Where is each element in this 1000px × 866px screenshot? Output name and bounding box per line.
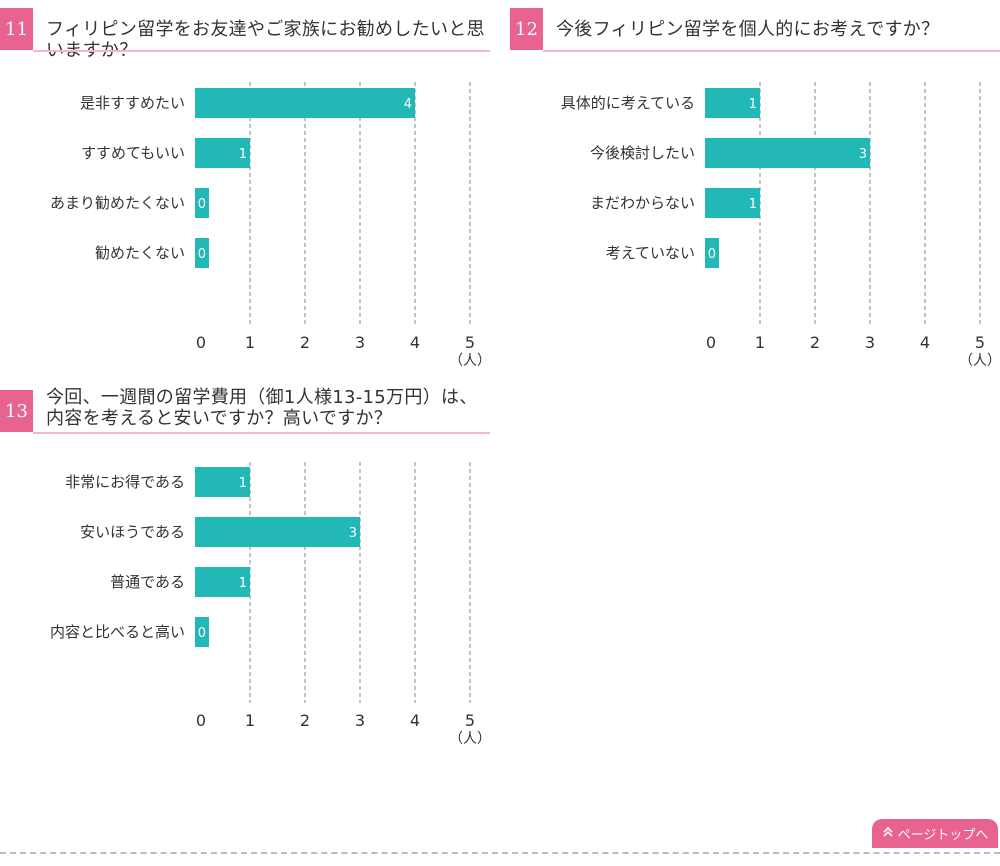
category-label: 是非すすめたい (80, 94, 185, 112)
bar (195, 517, 360, 547)
x-tick-label: 5 (465, 711, 475, 730)
x-tick-label: 4 (410, 711, 420, 730)
bar (195, 238, 209, 268)
bar-value-label: 0 (198, 197, 206, 212)
bar-value-label: 1 (749, 97, 757, 112)
x-tick-label: 3 (865, 333, 875, 352)
bar-value-label: 3 (859, 147, 867, 162)
bar (705, 138, 870, 168)
bar-value-label: 3 (349, 526, 357, 541)
category-label: 具体的に考えている (561, 94, 695, 112)
x-tick-label: 4 (920, 333, 930, 352)
page-top-button[interactable]: ページトップへ (872, 819, 998, 848)
bar-value-label: 1 (239, 476, 247, 491)
bar-value-label: 0 (198, 626, 206, 641)
question-number: 11 (0, 8, 33, 50)
category-label: 安いほうである (80, 523, 185, 541)
bar-value-label: 0 (708, 247, 716, 262)
category-label: 非常にお得である (65, 473, 185, 491)
x-tick-label: 5 (975, 333, 985, 352)
bar (195, 188, 209, 218)
header-rule (33, 50, 490, 52)
category-label: まだわからない (590, 194, 695, 212)
x-tick-label: 0 (196, 333, 206, 352)
x-tick-label: 2 (300, 333, 310, 352)
bar-value-label: 0 (198, 247, 206, 262)
question-title: 今後フィリピン留学を個人的にお考えですか？ (556, 19, 940, 40)
bar (705, 238, 719, 268)
category-label: 今後検討したい (590, 144, 695, 162)
bar-value-label: 4 (404, 97, 412, 112)
category-label: 勧めたくない (95, 244, 185, 262)
bar-value-label: 1 (239, 576, 247, 591)
x-tick-label: 4 (410, 333, 420, 352)
bar (195, 617, 209, 647)
category-label: 内容と比べると高い (50, 623, 185, 641)
x-tick-label: 3 (355, 333, 365, 352)
bar (705, 188, 760, 218)
bar (705, 88, 760, 118)
bar-value-label: 1 (749, 197, 757, 212)
double-chevron-up-icon (882, 826, 894, 842)
question-title: 今回、一週間の留学費用（御1人様13-15万円）は、 内容を考えると安いですか？… (46, 387, 478, 429)
question-number: 13 (0, 390, 33, 432)
x-tick-label: 1 (755, 333, 765, 352)
category-label: 考えていない (606, 244, 695, 262)
question-12-header: 12 今後フィリピン留学を個人的にお考えですか？ (510, 8, 1000, 58)
x-tick-label: 2 (810, 333, 820, 352)
x-axis-unit: （人） (449, 731, 491, 747)
x-tick-label: 3 (355, 711, 365, 730)
x-tick-label: 0 (196, 711, 206, 730)
bar-value-label: 1 (239, 147, 247, 162)
question-11-header: 11 フィリピン留学をお友達やご家族にお勧めしたいと思いますか？ (0, 8, 490, 61)
bar (195, 88, 415, 118)
bottom-divider (0, 852, 1000, 854)
bar (195, 138, 250, 168)
bar (195, 467, 250, 497)
bar (195, 567, 250, 597)
question-13-header: 13 今回、一週間の留学費用（御1人様13-15万円）は、 内容を考えると安いで… (0, 387, 490, 440)
question-number: 12 (510, 8, 543, 50)
x-tick-label: 1 (245, 711, 255, 730)
category-label: すすめてもいい (81, 144, 185, 162)
x-tick-label: 2 (300, 711, 310, 730)
category-label: 普通である (110, 573, 185, 591)
header-rule (543, 50, 1000, 52)
page-top-label: ページトップへ (897, 828, 989, 843)
x-tick-label: 5 (465, 333, 475, 352)
x-axis-unit: （人） (449, 353, 491, 369)
category-label: あまり勧めたくない (50, 194, 185, 212)
header-rule (33, 432, 490, 434)
x-tick-label: 0 (706, 333, 716, 352)
x-tick-label: 1 (245, 333, 255, 352)
x-axis-unit: （人） (959, 353, 1000, 369)
